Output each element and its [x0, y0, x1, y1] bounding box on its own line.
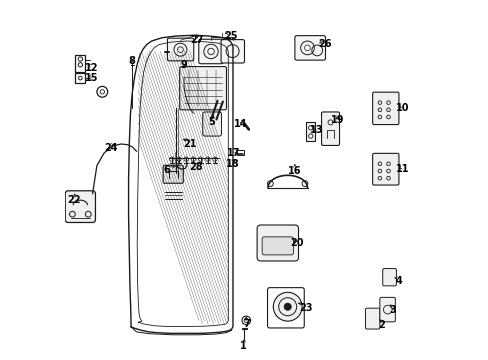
Circle shape — [284, 303, 291, 310]
Text: 10: 10 — [395, 103, 409, 113]
Text: 8: 8 — [128, 56, 135, 66]
Text: 12: 12 — [84, 63, 98, 73]
Text: 3: 3 — [388, 305, 395, 315]
Bar — [237, 150, 244, 155]
Text: 17: 17 — [226, 148, 240, 158]
Text: 27: 27 — [190, 35, 203, 45]
Text: 6: 6 — [163, 165, 170, 175]
Text: 26: 26 — [318, 39, 331, 49]
Bar — [75, 73, 85, 83]
Circle shape — [273, 292, 302, 321]
Text: 2: 2 — [378, 320, 385, 330]
Text: 23: 23 — [299, 303, 312, 313]
FancyBboxPatch shape — [262, 237, 293, 255]
FancyBboxPatch shape — [163, 165, 183, 183]
Text: 1: 1 — [240, 341, 246, 351]
Text: 16: 16 — [287, 166, 301, 176]
Text: 19: 19 — [331, 114, 344, 125]
Text: 28: 28 — [189, 162, 203, 172]
FancyBboxPatch shape — [372, 92, 398, 125]
FancyBboxPatch shape — [372, 153, 398, 185]
FancyBboxPatch shape — [382, 269, 396, 286]
FancyBboxPatch shape — [65, 191, 95, 222]
Text: 21: 21 — [183, 139, 197, 149]
Text: 5: 5 — [208, 117, 215, 127]
FancyBboxPatch shape — [203, 112, 221, 136]
Text: 25: 25 — [224, 31, 237, 41]
Text: 20: 20 — [289, 238, 303, 248]
Bar — [75, 55, 85, 72]
FancyBboxPatch shape — [167, 38, 193, 61]
Text: 7: 7 — [243, 319, 249, 329]
Text: 13: 13 — [309, 125, 323, 135]
Text: 14: 14 — [234, 119, 247, 129]
FancyBboxPatch shape — [294, 36, 325, 60]
FancyBboxPatch shape — [365, 308, 379, 329]
Text: 18: 18 — [226, 159, 239, 169]
Text: 11: 11 — [395, 164, 409, 174]
FancyBboxPatch shape — [221, 40, 244, 63]
Bar — [306, 122, 315, 141]
FancyBboxPatch shape — [379, 297, 394, 322]
Ellipse shape — [211, 119, 218, 133]
Text: 22: 22 — [67, 195, 80, 205]
FancyBboxPatch shape — [257, 225, 298, 261]
Text: 24: 24 — [104, 143, 118, 153]
FancyBboxPatch shape — [199, 39, 223, 64]
FancyBboxPatch shape — [321, 112, 339, 145]
FancyBboxPatch shape — [179, 67, 226, 110]
Text: 15: 15 — [84, 73, 98, 84]
Text: 4: 4 — [395, 276, 402, 286]
Text: 9: 9 — [180, 60, 187, 70]
